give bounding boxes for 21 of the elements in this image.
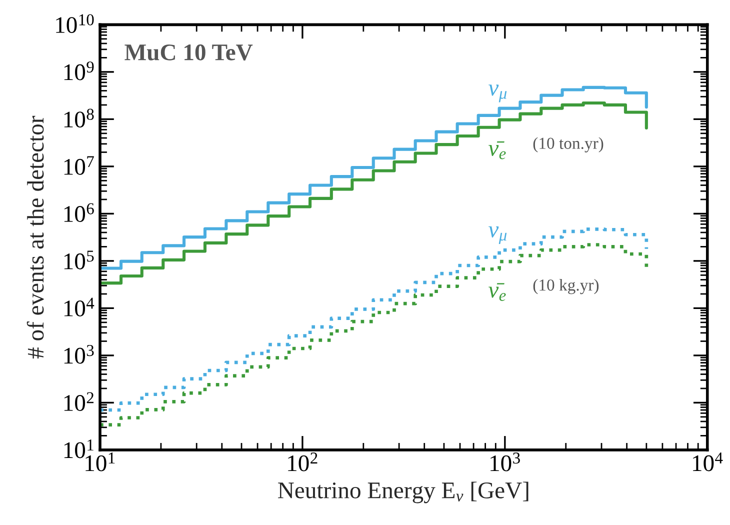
y-tick-label: 10$^{3}$ bbox=[64, 344, 94, 364]
y-tick-label: 10$^{6}$ bbox=[64, 203, 94, 222]
annotation: (10 ton.yr) bbox=[533, 137, 604, 152]
x-tick-label: 10$^{3}$ bbox=[490, 452, 520, 472]
y-tick-label: 10$^{4}$ bbox=[64, 298, 94, 316]
annotation: (10 kg.yr) bbox=[533, 278, 599, 294]
y-tick-label: 10$^{2}$ bbox=[64, 392, 94, 411]
series-label: ν̄$_{e}$ bbox=[488, 283, 506, 301]
x-axis-title: Neutrino Energy E$_{ν}$ [GeV] bbox=[278, 482, 528, 504]
series-label: ν$_{μ}$ bbox=[488, 226, 507, 244]
y-tick-label: 10$^{5}$ bbox=[64, 250, 94, 270]
x-tick-label: 10$^{4}$ bbox=[693, 452, 723, 472]
y-tick-label: 10$^{7}$ bbox=[64, 156, 94, 175]
y-tick-label: 10$^{9}$ bbox=[64, 61, 94, 80]
y-tick-label: 10$^{10}$ bbox=[56, 14, 94, 34]
y-tick-label: 10$^{8}$ bbox=[64, 108, 94, 128]
y-axis-title: # of events at the detector bbox=[26, 116, 44, 358]
annotation: MuC 10 TeV bbox=[124, 44, 253, 60]
series-label: ν̄$_{e}$ bbox=[488, 141, 506, 160]
series-label: ν$_{μ}$ bbox=[488, 84, 507, 102]
x-tick-label: 10$^{2}$ bbox=[288, 452, 318, 472]
